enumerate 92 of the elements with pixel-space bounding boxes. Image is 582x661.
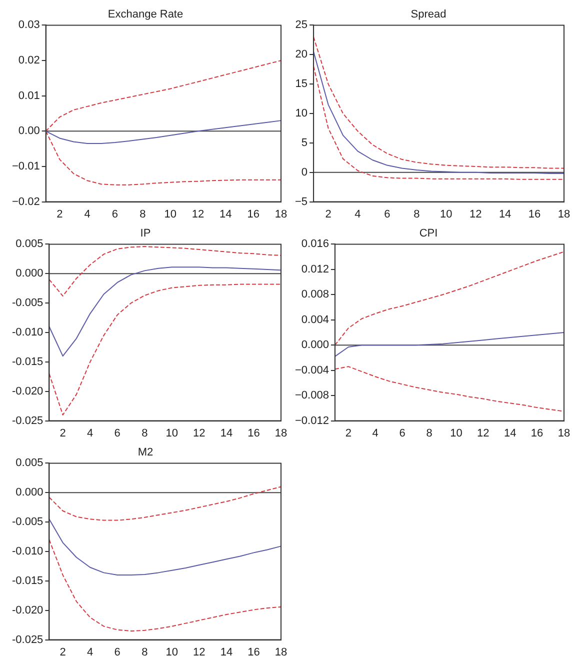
y-tick-label: 0.008 xyxy=(301,288,329,301)
y-tick-label: 0.02 xyxy=(18,54,40,67)
y-tick-label: -0.020 xyxy=(12,385,44,398)
y-tick-label: −0.012 xyxy=(295,414,329,427)
y-tick-label: −0.01 xyxy=(12,160,40,173)
x-tick-label: 16 xyxy=(248,427,260,440)
x-tick-label: 10 xyxy=(450,427,462,440)
x-tick-label: 18 xyxy=(274,208,288,220)
x-tick-label: 14 xyxy=(498,208,512,220)
y-tick-label: -0.015 xyxy=(12,574,44,587)
y-tick-label: -0.005 xyxy=(12,297,44,310)
line-series xyxy=(313,66,564,180)
x-tick-label: 10 xyxy=(166,427,178,440)
y-tick-label: -0.025 xyxy=(12,634,44,646)
x-tick-label: 10 xyxy=(440,208,452,220)
x-tick-label: 4 xyxy=(87,646,94,658)
x-tick-label: 4 xyxy=(84,208,90,220)
chart-title: IP xyxy=(140,228,151,240)
y-tick-label: −0.02 xyxy=(12,196,40,208)
x-tick-label: 8 xyxy=(414,208,420,220)
x-tick-label: 8 xyxy=(142,646,148,658)
chart-title: Exchange Rate xyxy=(108,8,184,21)
x-tick-label: 16 xyxy=(247,208,260,220)
x-tick-label: 6 xyxy=(112,208,118,220)
line-series xyxy=(334,366,564,412)
y-tick-label: −0.004 xyxy=(295,364,329,376)
x-tick-label: 12 xyxy=(193,427,206,440)
x-tick-label: 16 xyxy=(528,208,541,220)
line-series xyxy=(48,284,282,416)
y-tick-label: 0.005 xyxy=(16,457,44,470)
x-tick-label: 4 xyxy=(354,208,361,220)
x-tick-label: 6 xyxy=(114,427,120,440)
x-tick-label: 2 xyxy=(56,208,63,220)
x-tick-label: 18 xyxy=(274,646,288,658)
x-tick-label: 12 xyxy=(469,208,482,220)
chart-title: CPI xyxy=(419,228,438,240)
y-tick-label: 0.004 xyxy=(301,314,329,326)
y-tick-label: 20 xyxy=(295,48,308,61)
y-tick-label: 0.000 xyxy=(16,268,44,280)
y-tick-label: 0.000 xyxy=(16,486,44,499)
x-tick-label: 14 xyxy=(220,646,233,658)
y-tick-label: 0.01 xyxy=(18,90,40,102)
y-tick-label: -0.005 xyxy=(12,516,44,528)
x-tick-label: 6 xyxy=(384,208,390,220)
y-tick-label: 0 xyxy=(301,166,308,178)
y-tick-label: 5 xyxy=(301,136,308,149)
x-tick-label: 10 xyxy=(164,208,176,220)
line-series xyxy=(48,539,282,632)
y-tick-label: 0.016 xyxy=(301,238,329,250)
chart-title: M2 xyxy=(138,446,154,459)
x-tick-label: 10 xyxy=(166,646,178,658)
x-tick-label: 8 xyxy=(140,208,146,220)
chart-title: Spread xyxy=(410,8,446,21)
y-tick-label: −5 xyxy=(294,196,308,208)
line-series xyxy=(48,486,282,521)
y-tick-label: -0.015 xyxy=(12,356,44,368)
x-tick-label: 2 xyxy=(60,427,66,440)
y-tick-label: 15 xyxy=(295,78,308,90)
x-tick-label: 18 xyxy=(558,208,570,220)
y-tick-label: -0.025 xyxy=(12,414,44,427)
y-tick-label: 25 xyxy=(295,19,308,32)
x-tick-label: 12 xyxy=(192,208,204,220)
x-tick-label: 16 xyxy=(248,646,260,658)
y-tick-label: 0.000 xyxy=(301,339,329,352)
x-tick-label: 2 xyxy=(345,427,352,440)
x-tick-label: 4 xyxy=(372,427,378,440)
x-tick-label: 8 xyxy=(142,427,148,440)
x-tick-label: 18 xyxy=(274,427,288,440)
y-tick-label: −0.008 xyxy=(295,390,329,402)
x-tick-label: 14 xyxy=(220,427,233,440)
x-tick-label: 12 xyxy=(193,646,206,658)
y-tick-label: -0.010 xyxy=(12,546,44,558)
x-tick-label: 12 xyxy=(477,427,490,440)
x-tick-label: 2 xyxy=(60,646,66,658)
y-tick-label: 0.00 xyxy=(18,125,40,138)
y-tick-label: -0.020 xyxy=(12,604,44,616)
y-tick-label: 0.005 xyxy=(16,238,44,250)
x-tick-label: 4 xyxy=(87,427,94,440)
x-tick-label: 18 xyxy=(558,427,570,440)
y-tick-label: 10 xyxy=(295,108,308,120)
line-series xyxy=(334,251,564,346)
x-tick-label: 2 xyxy=(325,208,332,220)
x-tick-label: 8 xyxy=(426,427,432,440)
x-tick-label: 14 xyxy=(220,208,232,220)
x-tick-label: 6 xyxy=(399,427,406,440)
x-tick-label: 14 xyxy=(504,427,516,440)
x-tick-label: 6 xyxy=(114,646,120,658)
x-tick-label: 16 xyxy=(530,427,544,440)
y-tick-label: -0.010 xyxy=(12,326,44,339)
y-tick-label: 0.03 xyxy=(18,19,40,32)
y-tick-label: 0.012 xyxy=(301,263,329,276)
line-series xyxy=(48,246,282,297)
